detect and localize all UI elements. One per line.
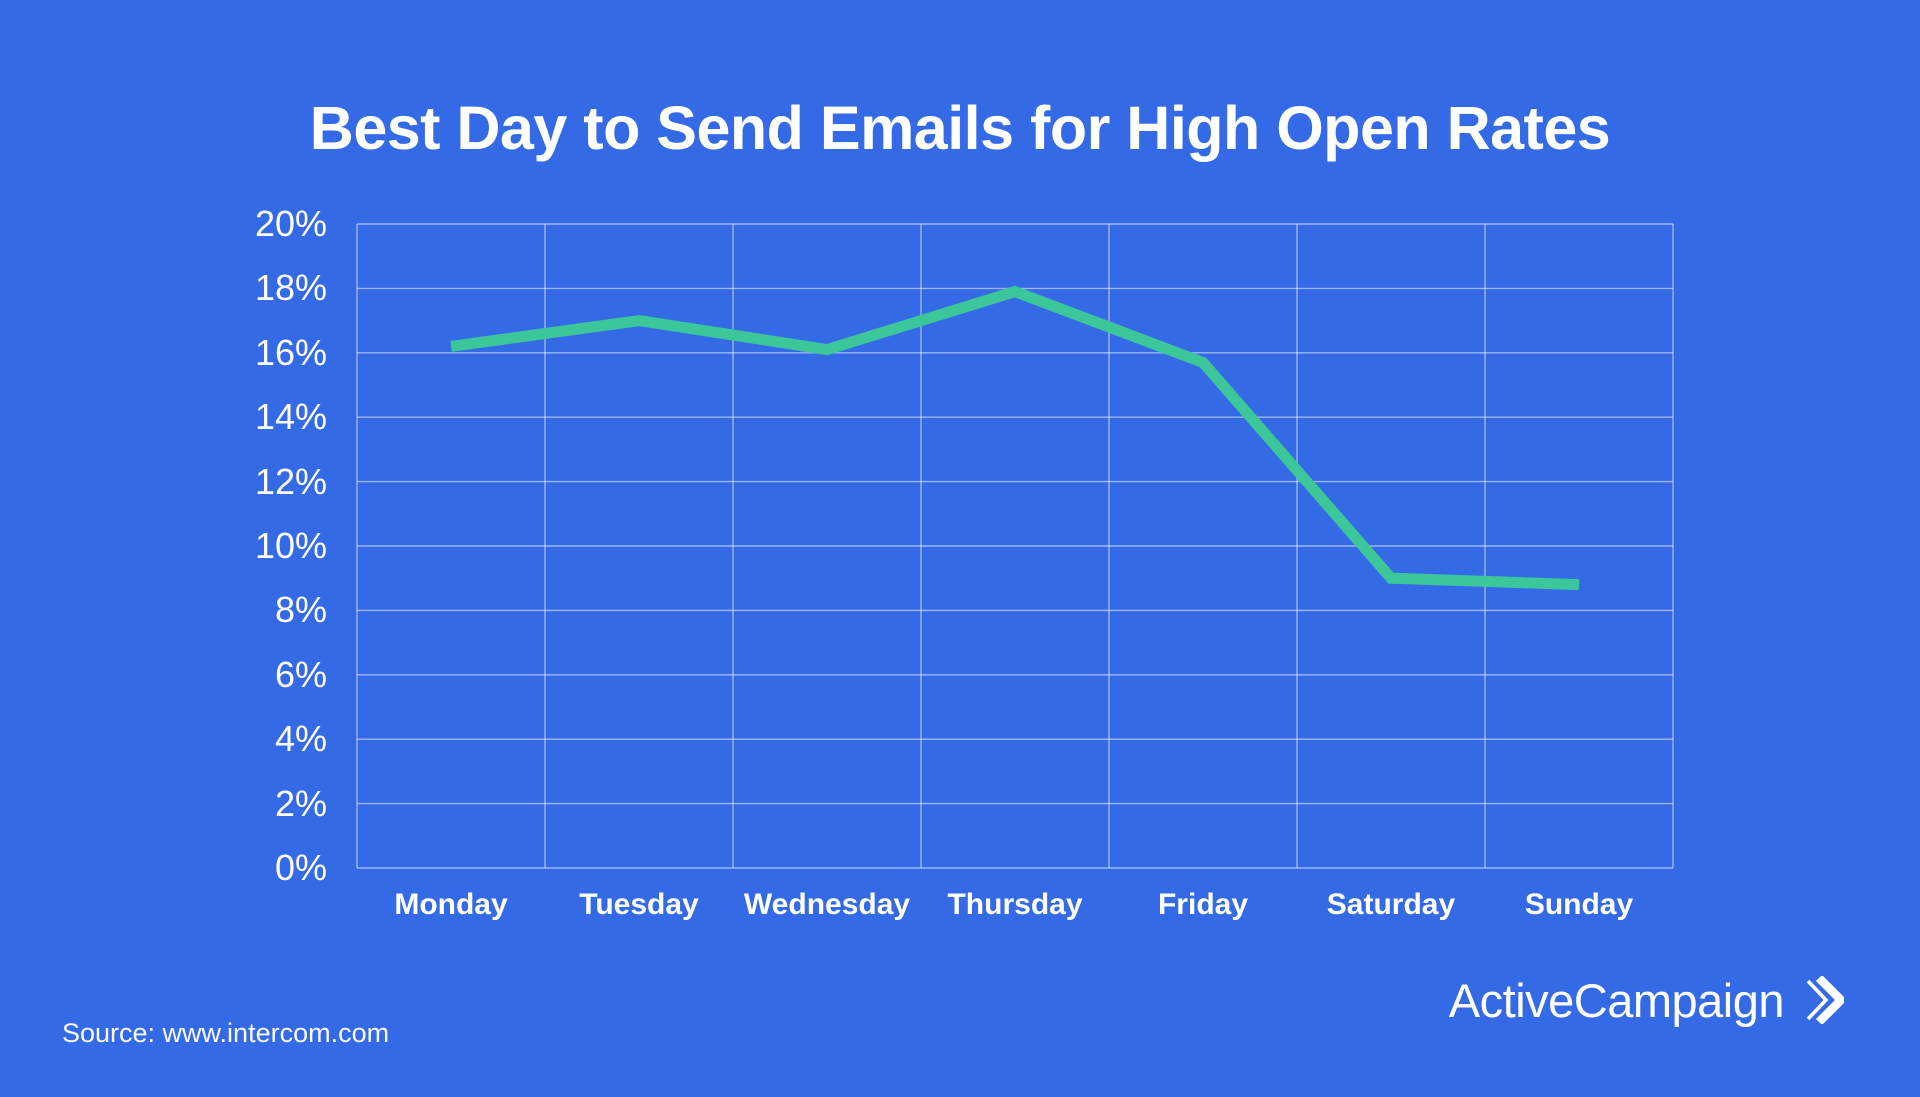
y-tick-label: 2% <box>274 782 327 824</box>
x-axis: Monday Tuesday Wednesday Thursday Friday Satu… <box>357 888 1673 922</box>
brand-wordmark: ActiveCampaign <box>1448 973 1785 1027</box>
y-tick-label: 18% <box>254 267 327 309</box>
x-axis-label: Monday <box>394 888 508 921</box>
y-axis: 20% 18% 16% 14% 12% 10% 8% 6% 4% 2% 0% <box>0 203 327 888</box>
brand-logo: ActiveCampaign <box>1449 976 1844 1024</box>
chart-title: Best Day to Send Emails for High Open Ra… <box>309 93 1611 162</box>
y-tick-label: 14% <box>254 396 327 438</box>
data-line-series <box>450 285 1580 591</box>
y-tick-label: 0% <box>274 847 327 888</box>
plot-area <box>356 223 1674 869</box>
y-tick-label: 12% <box>254 460 327 502</box>
y-tick-label: 6% <box>274 653 327 695</box>
y-tick-label: 4% <box>274 718 327 760</box>
x-axis-label: Thursday <box>947 888 1083 921</box>
source-attribution: Source: www.intercom.com <box>62 1018 390 1048</box>
y-tick-label: 10% <box>254 525 327 566</box>
y-tick-label: 16% <box>254 331 327 373</box>
x-axis-label: Sunday <box>1524 888 1634 921</box>
x-axis-label: Friday <box>1157 888 1249 921</box>
y-tick-label: 8% <box>274 589 327 631</box>
y-tick-label: 20% <box>254 203 327 244</box>
x-axis-label: Tuesday <box>579 888 699 921</box>
plot-region <box>356 223 1674 869</box>
double-chevron-right-icon <box>1806 976 1844 1024</box>
x-axis-label: Saturday <box>1326 888 1456 921</box>
x-axis-label: Wednesday <box>743 888 911 921</box>
